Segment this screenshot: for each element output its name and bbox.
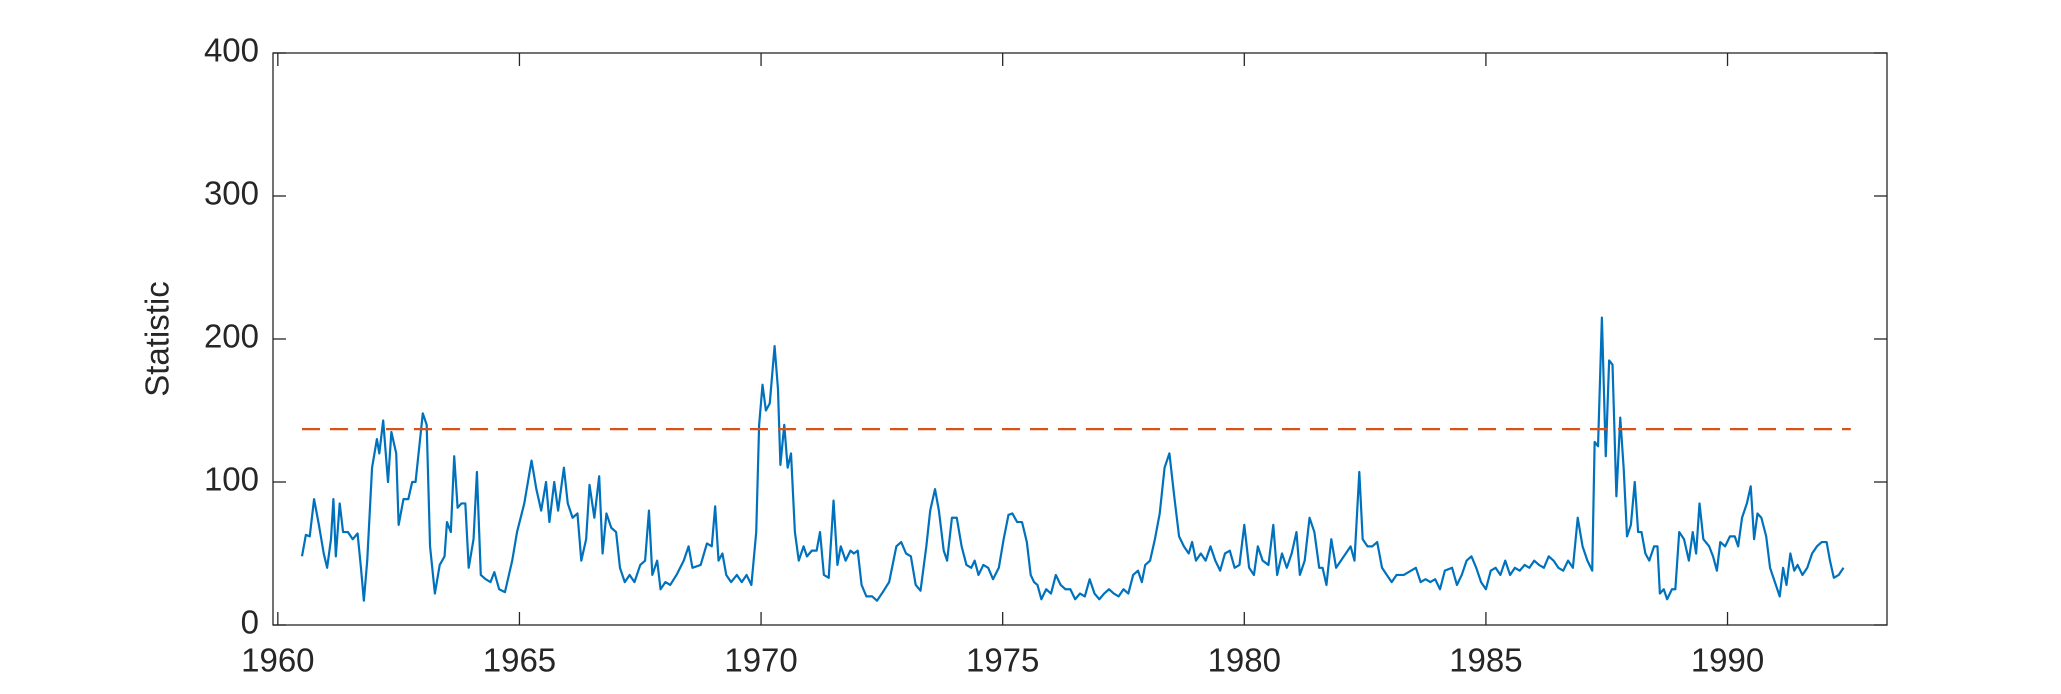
- plot-frame: [272, 52, 1888, 626]
- x-tick-label: 1990: [1691, 642, 1764, 679]
- y-tick-label: 0: [241, 604, 259, 641]
- x-tick-label: 1980: [1208, 642, 1281, 679]
- y-tick-label: 100: [204, 461, 259, 498]
- y-tick-label: 200: [204, 318, 259, 355]
- x-tick-label: 1975: [966, 642, 1039, 679]
- data-line: [300, 316, 1845, 602]
- x-tick-label: 1965: [483, 642, 556, 679]
- x-tick-label: 1985: [1449, 642, 1522, 679]
- x-tick-label: 1960: [241, 642, 314, 679]
- y-tick-label: 400: [204, 32, 259, 69]
- x-tick-label: 1970: [724, 642, 797, 679]
- y-axis-label: Statistic: [139, 281, 176, 397]
- y-tick-label: 300: [204, 175, 259, 212]
